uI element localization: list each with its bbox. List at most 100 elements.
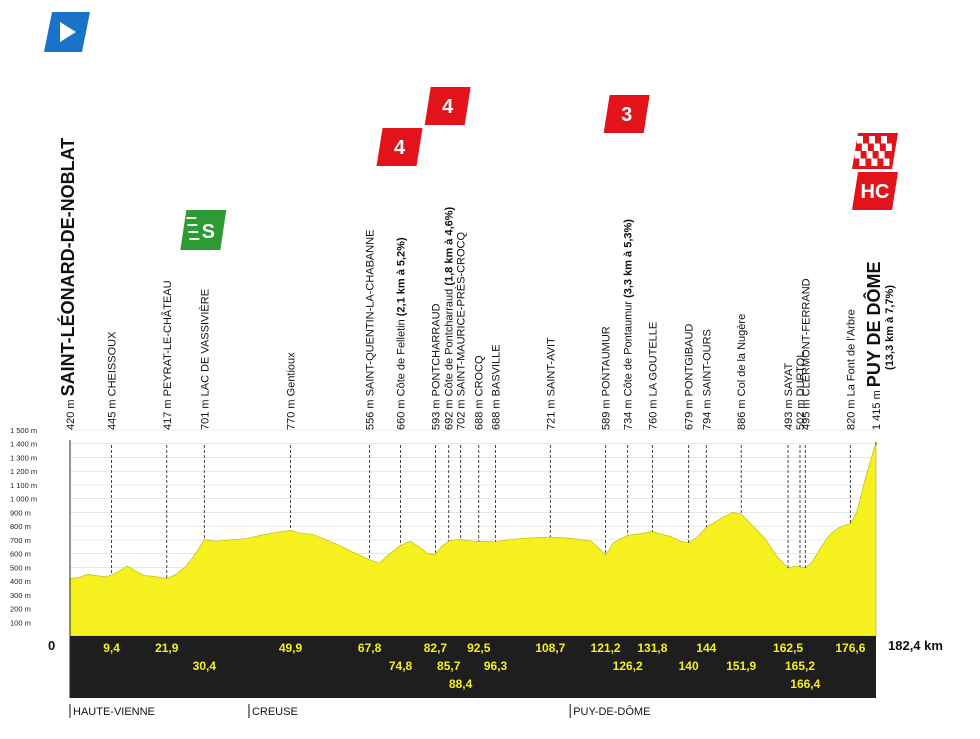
checker-square (859, 158, 866, 166)
waypoint-name: PUY DE DÔME (863, 261, 884, 387)
waypoint-altitude: 556 m (365, 396, 377, 430)
km-label: 88,4 (449, 677, 473, 691)
waypoint-altitude: 660 m (396, 396, 408, 430)
waypoint-label: 445 m CHEISSOUX (107, 331, 119, 430)
waypoint-name: SAINT-AVIT (545, 337, 557, 396)
km-label: 85,7 (437, 659, 461, 673)
waypoint-name: SAINT-MAURICE-PRÈS-CROCQ (455, 232, 468, 397)
waypoint-climb-note: (3,3 km à 5,3%) (623, 219, 635, 301)
y-tick-label: 1 300 m (10, 453, 37, 462)
checker-square (885, 143, 892, 151)
waypoint-altitude: 420 m (65, 396, 77, 430)
category-badge: 3 (603, 95, 650, 133)
waypoint-altitude: 692 m (444, 396, 456, 430)
waypoint-label: 1 415 m PUY DE DÔME (863, 261, 884, 430)
y-tick-label: 200 m (10, 605, 31, 614)
waypoint-label: 702 m SAINT-MAURICE-PRÈS-CROCQ (455, 232, 468, 430)
waypoint-label: 556 m SAINT-QUENTIN-LA-CHABANNE (365, 230, 377, 431)
waypoint-label: 589 m PONTAUMUR (601, 326, 613, 430)
checker-square (883, 158, 890, 166)
waypoint-altitude: 1 415 m (871, 387, 883, 430)
start-flag-icon (44, 12, 90, 52)
waypoint-altitude: 688 m (491, 396, 503, 430)
waypoint-altitude: 794 m (701, 396, 713, 430)
waypoint-name: LA GOUTELLE (647, 322, 659, 397)
km-label: 21,9 (155, 641, 179, 655)
y-tick-label: 300 m (10, 591, 31, 600)
distance-band-group: 0 182,4 km 9,4 21,9 30,4 49,9 67,8 74,8 82,7 85,7… (48, 440, 943, 698)
waypoint-altitude: 502 m (795, 396, 807, 430)
waypoint-label: 660 m Côte de Felletin (2,1 km à 5,2%) (396, 237, 408, 430)
km-label: 162,5 (773, 641, 803, 655)
sprint-badge-label: S (202, 221, 215, 243)
km-label: 131,8 (637, 641, 667, 655)
checker-square (869, 136, 875, 144)
km-label: 30,4 (193, 659, 217, 673)
waypoint-label: 721 m SAINT-AVIT (545, 337, 557, 430)
waypoint-name: Gentioux (286, 352, 298, 397)
waypoint-altitude: 770 m (286, 396, 298, 430)
profile-area (69, 441, 877, 637)
waypoint-name: CROCQ (474, 355, 486, 396)
region-label: PUY-DE-DÔME (573, 705, 650, 718)
checker-square (871, 158, 878, 166)
waypoint-altitude: 679 m (684, 396, 696, 430)
waypoint-name: PEYRAT-LE-CHÂTEAU (161, 280, 174, 396)
y-tick-label: 900 m (10, 508, 31, 517)
y-tick-label: 400 m (10, 577, 31, 586)
category-badge-shape (852, 172, 898, 210)
waypoint-label: 502 m DURTOL (795, 352, 807, 430)
y-tick-label: 100 m (10, 618, 31, 627)
play-icon (60, 22, 76, 42)
sprint-badge: S (180, 210, 227, 250)
y-tick-label: 1 100 m (10, 481, 37, 490)
waypoint-name: Côte de Pontcharraud (444, 289, 456, 397)
km-label: 126,2 (613, 659, 643, 673)
waypoint-name: SAINT-OURS (701, 329, 713, 396)
finish-climb-note: (13,3 km à 7,7%) (884, 285, 896, 370)
origin-label: 0 (48, 638, 55, 653)
distance-band (70, 636, 876, 698)
category-badge-label: 3 (621, 104, 632, 126)
waypoint-label: 770 m Gentioux (286, 352, 298, 430)
checker-square (873, 143, 880, 151)
waypoint-altitude: 721 m (545, 396, 557, 430)
y-tick-label: 700 m (10, 536, 31, 545)
category-badge-shape (603, 95, 650, 133)
category-badge-shape (376, 128, 423, 166)
waypoint-label: 692 m Côte de Pontcharraud (1,8 km à 4,6… (444, 206, 456, 430)
category-badge: 4 (424, 87, 471, 125)
waypoint-altitude: 688 m (474, 396, 486, 430)
y-tick-label: 800 m (10, 522, 31, 531)
waypoint-label: 734 m Côte de Pontaumur (3,3 km à 5,3%) (623, 219, 635, 430)
km-label: 166,4 (790, 677, 820, 691)
waypoint-label: 760 m LA GOUTELLE (647, 322, 659, 430)
km-label: 49,9 (279, 641, 303, 655)
waypoint-name: SAINT-QUENTIN-LA-CHABANNE (365, 230, 377, 397)
finish-flag-icon (852, 133, 898, 169)
waypoint-altitude: 417 m (162, 396, 174, 430)
km-label: 108,7 (535, 641, 565, 655)
waypoint-label: 495 m CLERMONT-FERRAND (800, 278, 812, 430)
waypoint-altitude: 593 m (430, 396, 442, 430)
waypoint-altitude: 702 m (456, 396, 468, 430)
waypoint-name: DURTOL (795, 352, 807, 397)
waypoint-label: 493 m SAYAT (783, 362, 795, 430)
km-label: 9,4 (103, 641, 120, 655)
waypoint-name: La Font de l'Arbre (845, 309, 857, 396)
waypoint-name: PONTCHARRAUD (430, 303, 442, 396)
waypoint-climb-note: (1,8 km à 4,6%) (444, 206, 456, 288)
waypoint-name: Côte de Pontaumur (623, 301, 635, 397)
waypoint-altitude: 493 m (783, 396, 795, 430)
y-tick-label: 500 m (10, 563, 31, 572)
category-badge-label: 4 (394, 137, 406, 159)
checker-square (854, 151, 861, 159)
waypoint-name: Col de la Nugère (736, 314, 748, 397)
total-distance-label: 182,4 km (888, 638, 943, 653)
checker-square (857, 136, 863, 144)
waypoint-climb-note: (2,1 km à 5,2%) (396, 237, 408, 319)
waypoint-name: PONTAUMUR (601, 326, 613, 396)
waypoint-name: BASVILLE (491, 344, 503, 396)
